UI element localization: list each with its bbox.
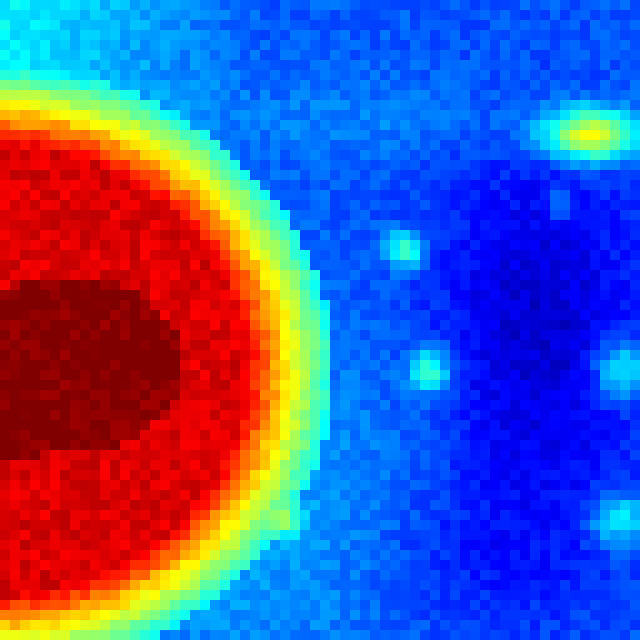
heatmap-image bbox=[0, 0, 640, 640]
heatmap-view bbox=[0, 0, 640, 640]
heatmap-cells bbox=[0, 0, 640, 640]
